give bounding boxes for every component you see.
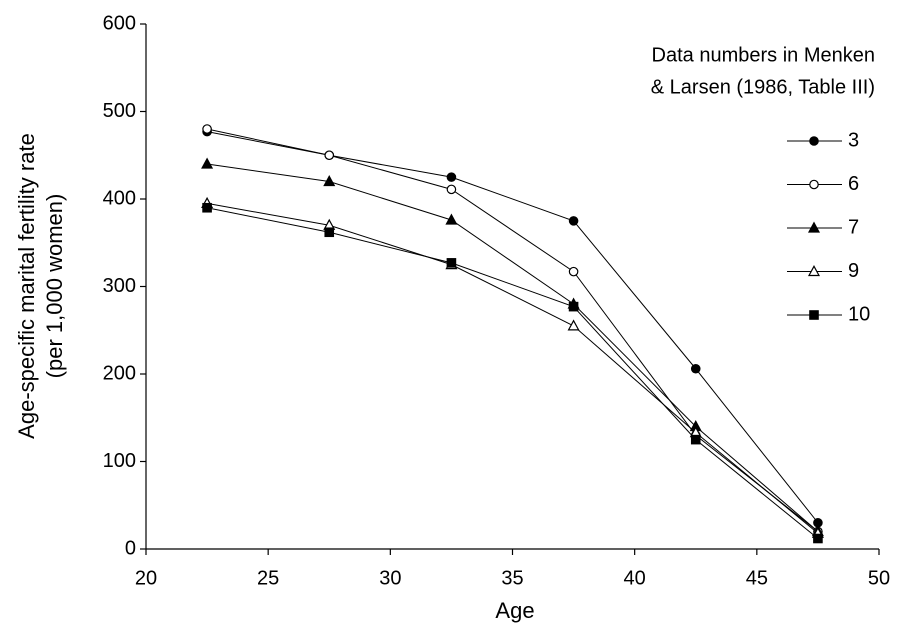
legend-label: 9 <box>848 260 859 282</box>
legend-label: 6 <box>848 173 859 195</box>
x-tick-label: 40 <box>624 567 646 589</box>
marker <box>202 124 212 134</box>
marker <box>690 363 701 374</box>
y-tick-label: 0 <box>125 537 136 559</box>
x-tick-label: 30 <box>379 567 401 589</box>
x-tick-label: 50 <box>868 567 890 589</box>
y-tick-label: 200 <box>103 362 136 384</box>
series-line <box>207 163 819 532</box>
x-axis-title: Age <box>495 598 534 623</box>
marker <box>445 213 458 225</box>
x-tick-label: 20 <box>135 567 157 589</box>
legend-label: 10 <box>848 303 870 325</box>
marker <box>201 157 214 169</box>
y-tick-label: 500 <box>103 100 136 122</box>
marker <box>324 150 335 161</box>
y-tick-label: 600 <box>103 12 136 34</box>
marker <box>568 301 579 312</box>
marker <box>446 184 457 195</box>
y-axis-title: (per 1,000 women) <box>42 194 67 379</box>
marker <box>323 175 336 187</box>
marker <box>807 265 821 277</box>
y-tick-label: 400 <box>103 187 136 209</box>
marker <box>807 221 821 233</box>
marker <box>568 266 579 277</box>
series-line <box>206 207 819 539</box>
marker <box>202 202 212 213</box>
marker <box>813 533 823 544</box>
y-tick-label: 300 <box>103 275 136 297</box>
y-tick-label: 100 <box>103 450 136 472</box>
series-line <box>206 128 819 532</box>
x-tick-label: 45 <box>746 567 768 589</box>
marker <box>446 172 457 182</box>
annotation: Data numbers in Menken <box>652 44 875 66</box>
annotation: & Larsen (1986, Table III) <box>651 76 875 98</box>
marker <box>690 434 701 445</box>
x-tick-label: 35 <box>501 567 523 589</box>
legend-label: 7 <box>848 216 859 238</box>
marker <box>568 216 579 226</box>
marker <box>809 136 819 146</box>
series-line <box>206 202 819 534</box>
marker <box>567 319 580 331</box>
legend-label: 3 <box>848 129 859 151</box>
marker <box>809 179 819 190</box>
y-axis-title: Age-specific marital fertility rate <box>14 133 39 439</box>
x-tick-label: 25 <box>257 567 279 589</box>
marker <box>809 310 819 320</box>
marker <box>324 227 335 238</box>
marker <box>446 258 457 268</box>
